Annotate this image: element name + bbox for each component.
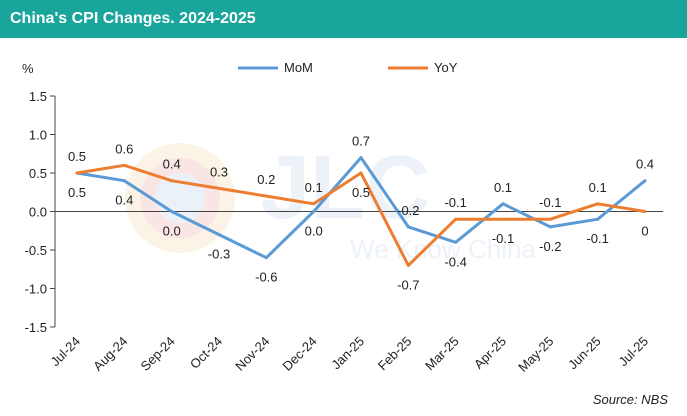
data-point-mom: [548, 225, 552, 229]
watermark-logo: JLC We Know China: [125, 138, 536, 264]
data-label-mom: 0.0: [305, 224, 323, 239]
data-point-yoy: [596, 202, 600, 206]
data-label-yoy: 0.5: [352, 185, 370, 200]
x-tick-label: Nov-24: [232, 334, 272, 374]
data-label-yoy: 0.5: [68, 149, 86, 164]
data-label-mom: 0.4: [115, 193, 133, 208]
data-label-yoy: 0.3: [210, 164, 228, 179]
data-label-mom: -0.2: [397, 203, 419, 218]
data-label-yoy: -0.1: [444, 195, 466, 210]
data-point-yoy: [122, 163, 126, 167]
data-label-mom: -0.4: [444, 254, 466, 269]
legend-yoy-label: YoY: [434, 60, 458, 75]
x-tick-label: Jul-25: [615, 334, 651, 370]
data-point-yoy: [501, 217, 505, 221]
data-point-yoy: [75, 171, 79, 175]
y-tick-label: 1.5: [29, 89, 47, 104]
x-tick-label: Apr-25: [471, 334, 509, 372]
data-point-mom: [643, 179, 647, 183]
x-tick-label: May-25: [515, 334, 556, 375]
y-tick-label: 1.0: [29, 128, 47, 143]
x-tick-label: Jul-24: [47, 334, 83, 370]
cpi-line-chart: JLC We Know China % MoM YoY 1.5 1.0 0.5 0.0…: [22, 60, 668, 407]
y-axis-unit-label: %: [22, 61, 34, 76]
data-point-mom: [170, 210, 174, 213]
data-label-mom: 0.1: [494, 180, 512, 195]
data-label-yoy: -0.7: [397, 277, 419, 292]
title-bar: China's CPI Changes. 2024-2025: [0, 0, 687, 38]
data-point-yoy: [548, 217, 552, 221]
x-tick-label: Jan-25: [328, 334, 367, 373]
y-tick-label: 0.5: [29, 166, 47, 181]
data-point-yoy: [217, 186, 221, 190]
x-tick-label: Dec-24: [280, 334, 320, 374]
data-point-mom: [596, 217, 600, 221]
x-tick-label: Aug-24: [90, 334, 130, 374]
data-point-yoy: [312, 202, 316, 206]
y-tick-label: -1.0: [25, 282, 47, 297]
data-label-mom: -0.2: [539, 239, 561, 254]
data-label-yoy: 0.2: [257, 172, 275, 187]
data-point-mom: [122, 179, 126, 183]
data-point-mom: [501, 202, 505, 206]
data-label-mom: 0.0: [163, 224, 181, 239]
data-point-mom: [454, 240, 458, 244]
y-tick-label: -0.5: [25, 243, 47, 258]
data-label-yoy: -0.1: [539, 195, 561, 210]
y-tick-label: 0.0: [29, 205, 47, 220]
x-tick-label: Jun-25: [565, 334, 604, 373]
legend-mom-label: MoM: [284, 60, 313, 75]
svg-text:JLC: JLC: [260, 138, 430, 238]
data-label-yoy: 0: [641, 224, 648, 239]
chart-title: China's CPI Changes. 2024-2025: [10, 10, 256, 27]
data-label-mom: 0.7: [352, 134, 370, 149]
data-point-yoy: [643, 210, 647, 213]
data-point-mom: [264, 256, 268, 260]
data-point-mom: [312, 210, 316, 213]
data-point-mom: [406, 225, 410, 229]
data-label-yoy: 0.4: [163, 157, 181, 172]
data-point-mom: [359, 156, 363, 160]
data-label-yoy: 0.6: [115, 141, 133, 156]
data-label-mom: -0.3: [208, 247, 230, 262]
x-tick-label: Mar-25: [422, 334, 462, 374]
data-label-mom: 0.4: [636, 157, 654, 172]
x-tick-label: Oct-24: [187, 334, 225, 372]
data-label-mom: -0.6: [255, 270, 277, 285]
x-tick-label: Sep-24: [138, 334, 178, 374]
data-label-yoy: 0.1: [305, 180, 323, 195]
x-tick-label: Feb-25: [375, 334, 415, 374]
data-label-mom: 0.5: [68, 185, 86, 200]
y-tick-label: -1.5: [25, 320, 47, 335]
data-label-yoy: -0.1: [492, 231, 514, 246]
data-label-yoy: 0.1: [589, 180, 607, 195]
data-point-mom: [217, 233, 221, 237]
data-point-yoy: [454, 217, 458, 221]
data-point-yoy: [264, 194, 268, 198]
data-point-yoy: [359, 171, 363, 175]
data-point-yoy: [170, 179, 174, 183]
source-note: Source: NBS: [593, 392, 668, 407]
legend: MoM YoY: [238, 60, 458, 75]
data-point-yoy: [406, 263, 410, 267]
data-label-mom: -0.1: [586, 231, 608, 246]
